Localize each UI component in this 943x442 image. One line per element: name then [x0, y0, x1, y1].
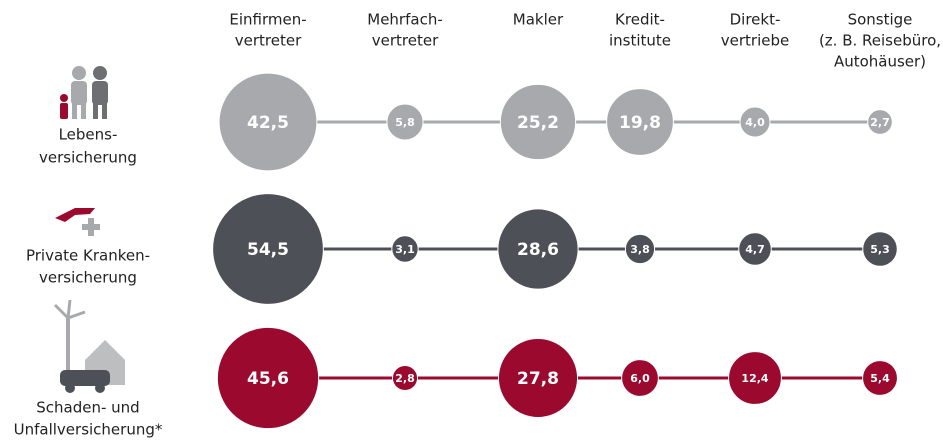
- value-label: 54,5: [247, 240, 289, 260]
- value-label: 12,4: [741, 372, 768, 385]
- value-label: 45,6: [247, 369, 289, 389]
- value-label: 5,8: [395, 116, 415, 129]
- value-label: 4,0: [745, 116, 765, 129]
- value-label: 6,0: [630, 372, 650, 385]
- row-label: Unfallversicherung*: [14, 421, 163, 439]
- chart: Einfirmen-vertreter Mehrfach-vertreter Mak…: [0, 0, 943, 438]
- icon-health: [55, 208, 100, 236]
- column-header: Sonstige: [848, 11, 913, 29]
- column-header: Mehrfach-: [367, 11, 442, 29]
- column-header: Einfirmen-: [229, 11, 306, 29]
- row-label: versicherung: [39, 149, 137, 167]
- value-label: 25,2: [517, 113, 559, 133]
- value-label: 4,7: [745, 243, 765, 256]
- row-label: Lebens-: [59, 126, 118, 144]
- value-label: 2,8: [395, 372, 415, 385]
- value-label: 19,8: [619, 113, 661, 133]
- column-header: (z. B. Reisebüro,: [819, 32, 941, 50]
- column-header: Kredit-: [615, 11, 665, 29]
- value-label: 5,3: [870, 243, 890, 256]
- value-label: 28,6: [517, 240, 559, 260]
- value-label: 27,8: [517, 369, 559, 389]
- icon-family: [60, 66, 108, 119]
- column-header: vertreter: [235, 32, 302, 50]
- column-header: Autohäuser): [834, 53, 926, 71]
- row-label: Private Kranken-: [26, 247, 150, 265]
- column-header: vertreter: [372, 32, 439, 50]
- value-label: 42,5: [247, 113, 289, 133]
- row-label: Schaden- und: [36, 399, 139, 417]
- value-label: 3,8: [630, 243, 650, 256]
- value-label: 5,4: [870, 372, 890, 385]
- column-header: Makler: [513, 11, 564, 29]
- value-label: 3,1: [395, 243, 415, 256]
- column-header: vertriebe: [721, 32, 789, 50]
- icon-property: [55, 300, 125, 393]
- row-label: versicherung: [39, 269, 137, 287]
- column-header: Direkt-: [730, 11, 781, 29]
- column-header: institute: [609, 32, 671, 50]
- value-label: 2,7: [870, 116, 890, 129]
